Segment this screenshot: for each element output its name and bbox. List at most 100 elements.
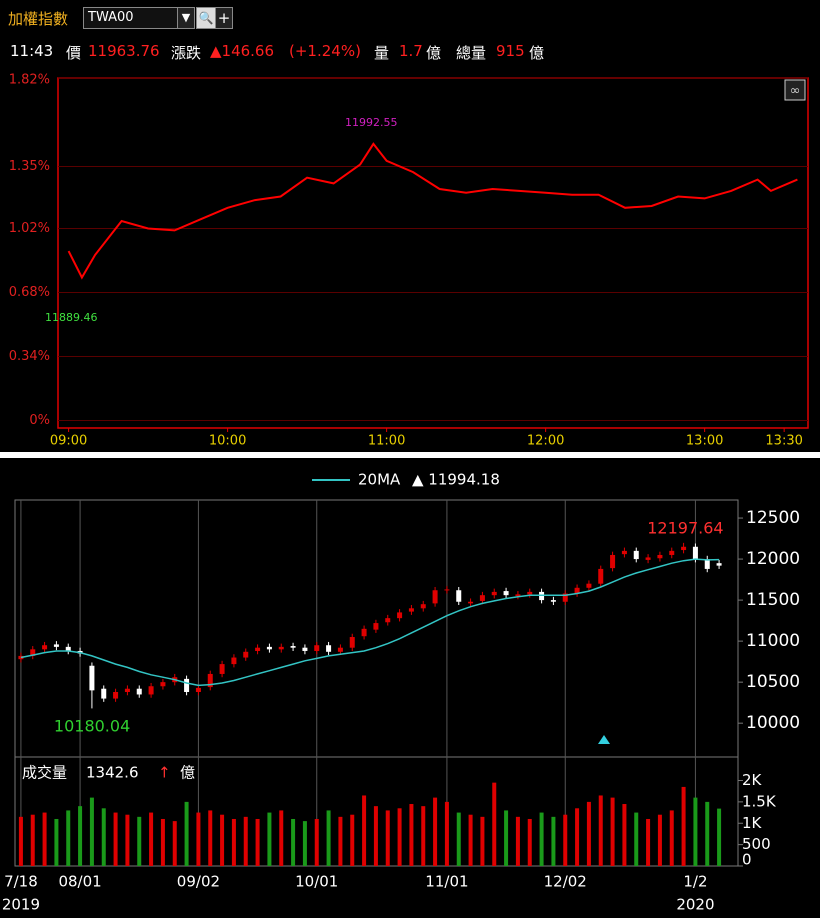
volume-bar — [717, 808, 722, 866]
volume-bar — [89, 797, 94, 866]
volume: 1.7 — [399, 42, 423, 60]
volume-arrow: ↑ — [158, 764, 171, 782]
candle-body — [290, 646, 296, 648]
volume-bar — [243, 816, 248, 866]
y-tick-label: 0.68% — [9, 285, 50, 300]
candle-body — [136, 688, 142, 695]
x-tick-label: 7/18 — [4, 873, 38, 891]
candle-body — [681, 546, 687, 551]
x-tick-label: 10:00 — [209, 434, 246, 449]
volume-bar — [575, 808, 580, 866]
volume-bar — [255, 818, 260, 866]
x-tick-label: 1/2 — [683, 873, 707, 891]
dropdown[interactable]: ▼ — [177, 7, 195, 29]
volume-bar — [362, 795, 367, 866]
x-tick-label: 10/01 — [295, 873, 338, 891]
volume-bar — [30, 814, 35, 866]
total: 915 — [496, 42, 525, 60]
volume-bar — [492, 782, 497, 866]
candle-body — [385, 618, 391, 623]
volume-bar — [409, 804, 414, 866]
signal-marker — [598, 735, 610, 744]
candle-body — [479, 595, 485, 601]
y-tick-label: 0.34% — [9, 349, 50, 364]
volume-bar — [279, 810, 284, 866]
volume-bar — [705, 801, 710, 866]
y-tick-label: 0 — [742, 851, 752, 869]
year-label: 2020 — [676, 896, 714, 914]
add-button[interactable]: + — [215, 7, 233, 29]
label: 漲跌 — [171, 44, 202, 62]
candle-body — [645, 557, 651, 560]
x-tick-label: 08/01 — [58, 873, 101, 891]
y-tick-label: 500 — [742, 835, 771, 853]
candle-body — [160, 682, 166, 687]
volume-bar — [66, 810, 71, 866]
y-tick-label: 12000 — [746, 549, 800, 569]
candle-body — [314, 645, 320, 651]
x-tick-label: 09/02 — [177, 873, 220, 891]
y-tick-label: 10500 — [746, 672, 800, 692]
volume-bar — [657, 814, 662, 866]
change-pct: (+1.24%) — [289, 42, 361, 60]
candle-body — [562, 593, 568, 602]
volume-bar — [302, 821, 307, 866]
candle-body — [219, 664, 225, 674]
volume-bar — [314, 818, 319, 866]
candle-body — [65, 646, 71, 651]
candle-body — [503, 591, 509, 596]
y-tick-label: 1.35% — [9, 159, 50, 174]
volume-bar — [669, 810, 674, 866]
volume-bar — [113, 812, 118, 866]
candle-body — [657, 554, 663, 559]
candle-body — [586, 583, 592, 588]
volume-bar — [480, 816, 485, 866]
candle-body — [255, 647, 261, 651]
volume-bar — [634, 812, 639, 866]
symbol-input[interactable]: TWA00 — [83, 7, 181, 29]
volume-bar — [125, 814, 130, 866]
candle-body — [302, 647, 308, 651]
volume-bar — [101, 808, 106, 866]
volume-bar — [338, 816, 343, 866]
candle-body — [408, 608, 414, 612]
title: 加權指數 — [8, 10, 69, 28]
separator — [0, 452, 820, 458]
candle-body — [515, 594, 521, 596]
volume-bar — [196, 812, 201, 866]
volume-bar — [681, 786, 686, 866]
legend-label: 20MA — [358, 471, 401, 489]
volume-bar — [172, 821, 177, 866]
volume-bar — [515, 816, 520, 866]
x-tick-label: 13:30 — [765, 434, 802, 449]
annotation: 11992.55 — [345, 116, 398, 129]
volume-bar — [18, 816, 23, 866]
candle-body — [231, 657, 237, 665]
high-label: 12197.64 — [647, 518, 723, 537]
volume-bar — [456, 812, 461, 866]
link-icon[interactable] — [784, 79, 806, 101]
y-tick-label: 2K — [742, 771, 763, 789]
y-tick-label: 12500 — [746, 508, 800, 528]
y-tick-label: 0% — [29, 413, 50, 428]
volume-title: 成交量 — [22, 764, 67, 782]
candle-body — [491, 591, 497, 596]
time: 11:43 — [10, 42, 54, 60]
y-tick-label: 1.5K — [742, 792, 777, 810]
candle-body — [89, 665, 95, 691]
candle-body — [148, 686, 154, 695]
candle-body — [349, 637, 355, 648]
volume-bar — [468, 814, 473, 866]
candle-body — [30, 649, 36, 656]
unit: 億 — [529, 44, 545, 62]
volume-bar — [184, 801, 189, 866]
y-tick-label: 1.82% — [9, 73, 50, 88]
label: 總量 — [456, 44, 487, 62]
y-tick-label: 1.02% — [9, 221, 50, 236]
candle-body — [539, 591, 545, 601]
volume-bar — [42, 812, 47, 866]
volume-bar — [598, 795, 603, 866]
volume-bar — [693, 797, 698, 866]
volume-bar — [373, 806, 378, 866]
